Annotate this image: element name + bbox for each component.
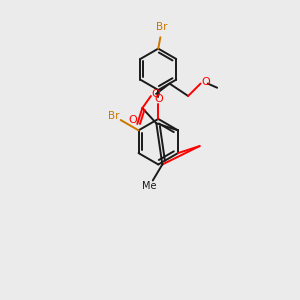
Text: Me: Me [142, 181, 157, 191]
Text: O: O [152, 89, 161, 99]
Text: Br: Br [156, 22, 167, 32]
Text: Br: Br [108, 111, 119, 121]
Text: O: O [154, 94, 163, 104]
Text: O: O [129, 115, 137, 125]
Text: O: O [201, 76, 210, 86]
